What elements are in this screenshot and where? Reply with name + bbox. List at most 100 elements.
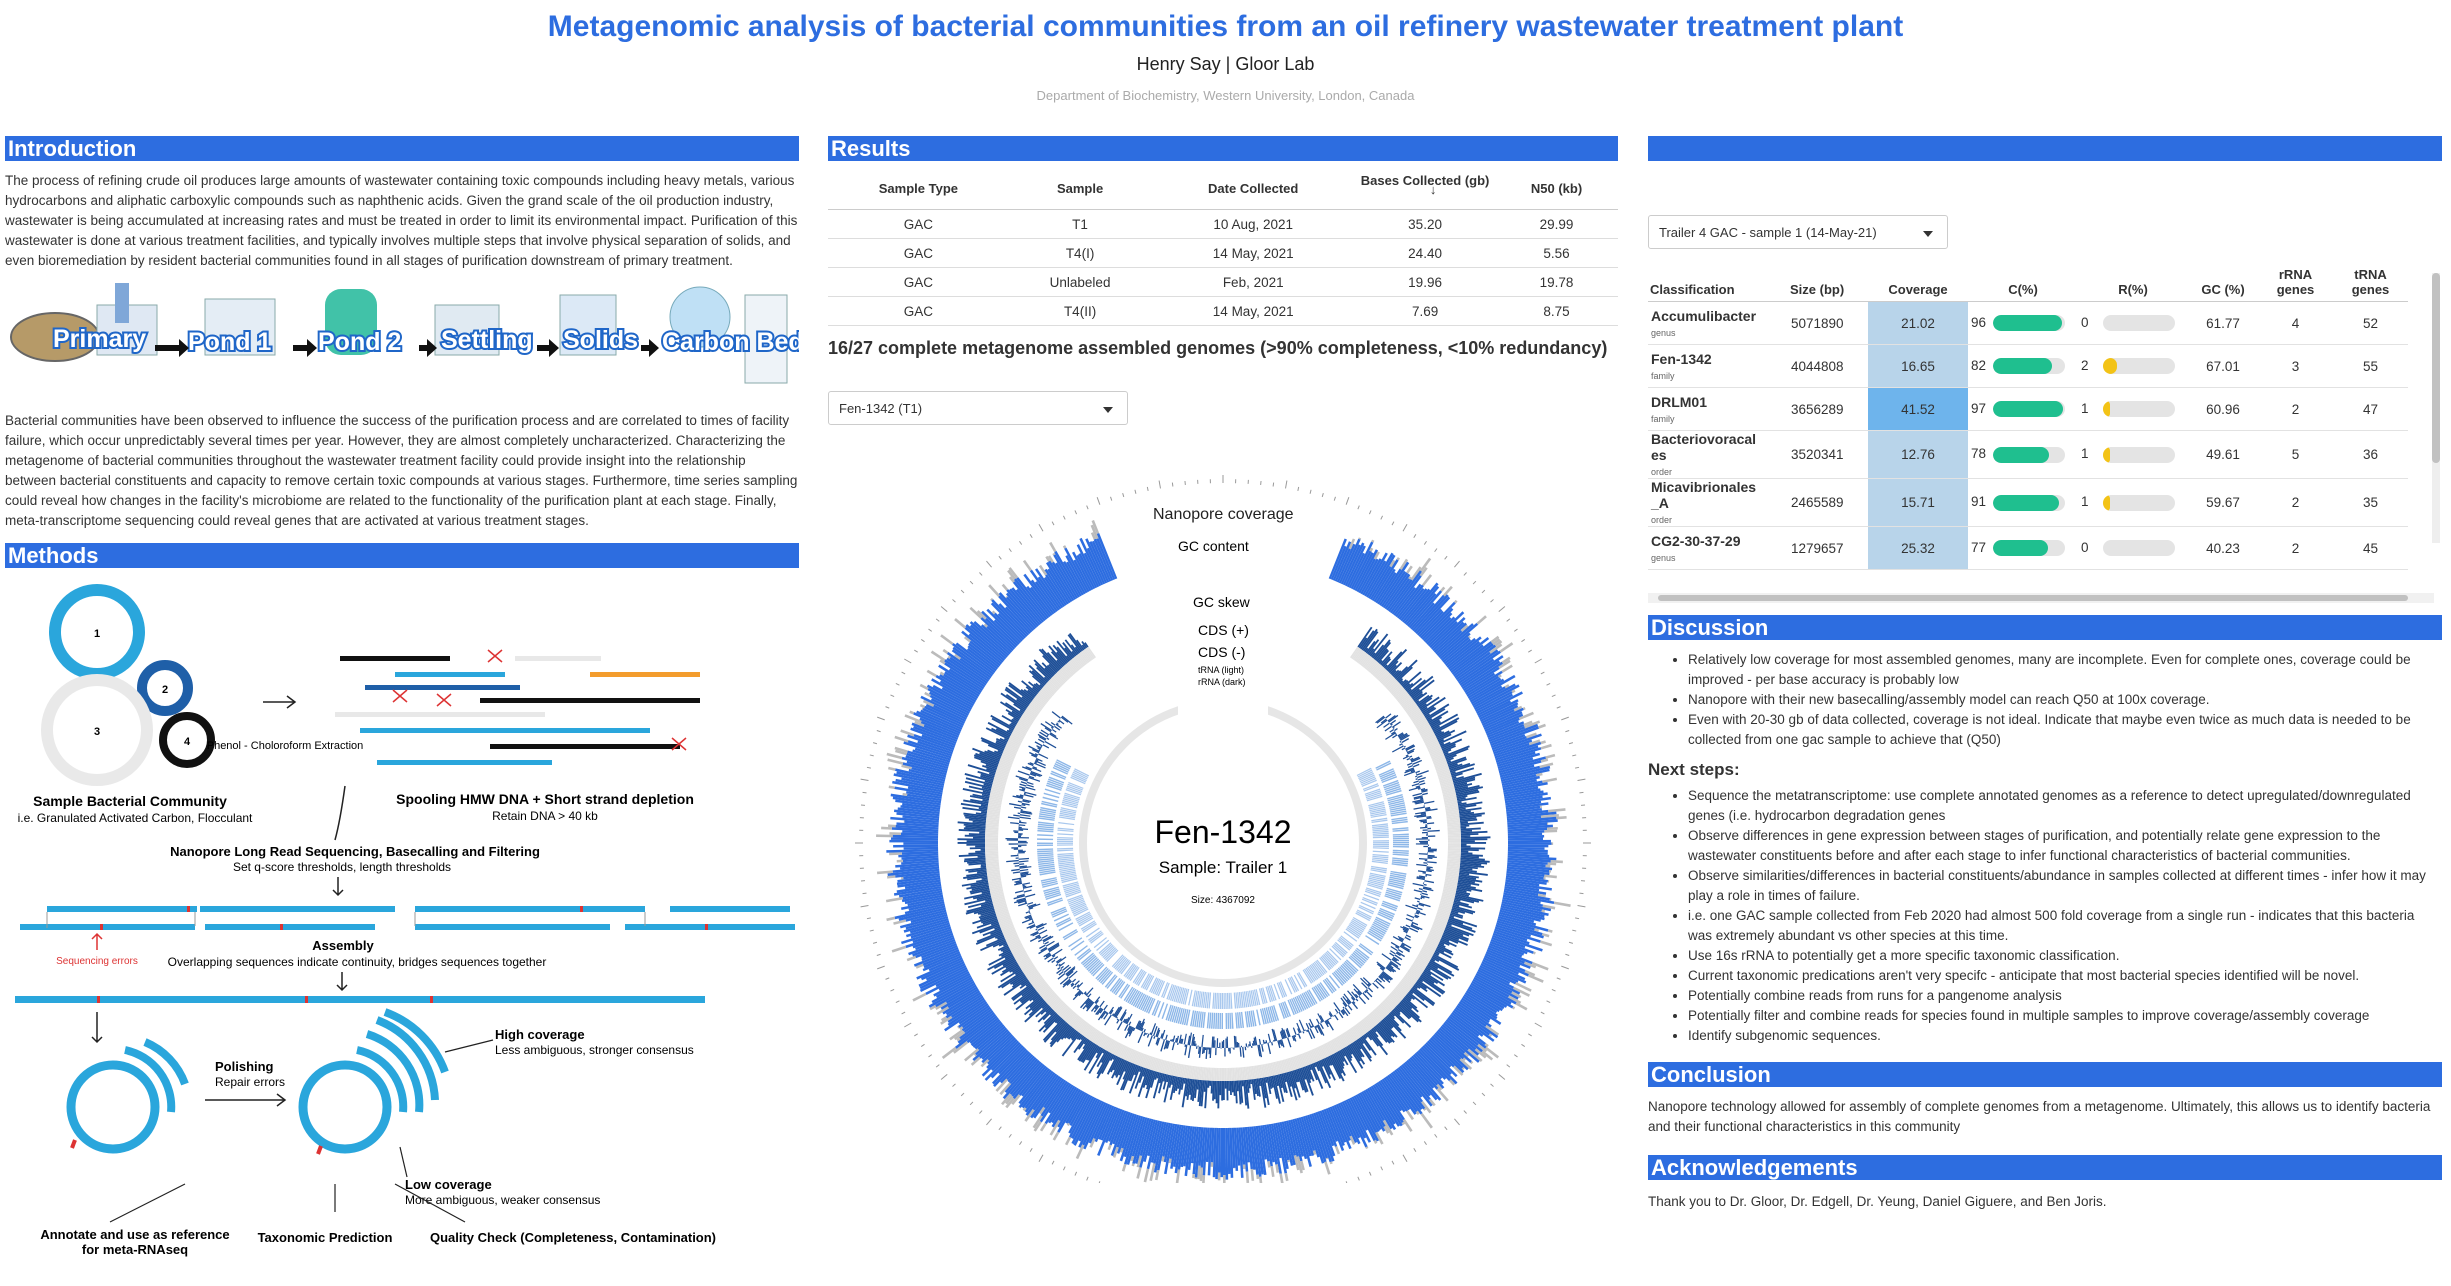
stage-pond1: Pond 1 — [188, 328, 271, 356]
col-sample[interactable]: Sample — [1008, 167, 1152, 210]
chevron-down-icon — [1103, 407, 1113, 413]
redundancy-bar — [2103, 315, 2175, 332]
redundancy-value: 0 — [2081, 539, 2089, 555]
table-row[interactable]: GAC T1 10 Aug, 2021 35.20 29.99 — [828, 209, 1618, 239]
list-item: Potentially combine reads from runs for … — [1688, 986, 2442, 1006]
table-row[interactable]: Bacteriovoracal es order 3520341 12.76 78 1 49.… — [1648, 430, 2408, 479]
genome-select[interactable]: Fen-1342 (T1) — [828, 391, 1128, 425]
classification-cell: CG2-30-37-29 genus — [1648, 526, 1788, 570]
list-item: Use 16s rRNA to potentially get a more s… — [1688, 946, 2442, 966]
stage-illustrations — [10, 283, 788, 384]
discussion-list: Relatively low coverage for most assembl… — [1648, 650, 2442, 750]
col-gc[interactable]: GC (%) — [2188, 263, 2258, 302]
table-row[interactable]: GAC T4(I) 14 May, 2021 24.40 5.56 — [828, 238, 1618, 268]
list-item: Current taxonomic predications aren't ve… — [1688, 966, 2442, 986]
cell: Feb, 2021 — [1151, 267, 1356, 297]
col-bases[interactable]: Bases Collected (gb) ↓ — [1355, 167, 1496, 210]
stage-labels: Primary Pond 1 Pond 2 Settling Solids Ca… — [51, 323, 799, 358]
horizontal-scrollbar[interactable] — [1648, 593, 2434, 603]
size-cell: 2465589 — [1788, 478, 1868, 527]
col-date[interactable]: Date Collected — [1151, 167, 1356, 210]
stage-pond2: Pond 2 — [318, 328, 401, 356]
trna-cell: 52 — [2333, 301, 2408, 345]
redundancy-value: 1 — [2081, 446, 2089, 462]
completeness-value: 91 — [1971, 494, 1987, 510]
taxon-name: Bacteriovoracal — [1651, 431, 1757, 447]
completeness-cell: 78 — [1968, 430, 2078, 479]
trna-cell: 45 — [2333, 526, 2408, 570]
genome-select-value: Fen-1342 (T1) — [839, 401, 923, 416]
annotate-label-2: for meta-RNAseq — [82, 1242, 188, 1257]
intro-paragraph-1: The process of refining crude oil produc… — [5, 173, 798, 268]
nanopore-sub: Set q-score thresholds, length threshold… — [233, 860, 451, 874]
table-row[interactable]: DRLM01 family 3656289 41.52 97 1 60.96 2 47 — [1648, 387, 2408, 431]
completeness-value: 97 — [1971, 400, 1987, 416]
assembly-label: Assembly — [312, 938, 374, 953]
gc-cell: 60.96 — [2188, 387, 2258, 431]
completeness-bar — [1993, 315, 2065, 332]
sample-select[interactable]: Trailer 4 GAC - sample 1 (14-May-21) — [1648, 215, 1948, 249]
right-column: Trailer 4 GAC - sample 1 (14-May-21) Cla… — [1648, 136, 2442, 1212]
stage-arrows — [155, 339, 659, 357]
track-trna: tRNA (light) — [1198, 665, 1244, 675]
acknowledgements-text: Thank you to Dr. Gloor, Dr. Edgell, Dr. … — [1648, 1194, 2107, 1209]
track-cds-minus: CDS (-) — [1198, 644, 1245, 660]
table-row[interactable]: GAC Unlabeled Feb, 2021 19.96 19.78 — [828, 267, 1618, 297]
genome-table-container: Classification Size (bp) Coverage C(%) R… — [1648, 263, 2442, 603]
col-redundancy[interactable]: R(%) — [2078, 263, 2188, 302]
cell: GAC — [828, 296, 1009, 326]
completeness-value: 82 — [1971, 357, 1987, 373]
redundancy-cell: 0 — [2078, 301, 2188, 345]
track-cds-plus: CDS (+) — [1198, 622, 1249, 638]
intro-paragraph-2: Bacterial communities have been observed… — [5, 413, 798, 528]
size-cell: 1279657 — [1788, 526, 1868, 570]
low-coverage-sub: More ambiguous, weaker consensus — [405, 1193, 600, 1207]
chevron-down-icon — [1923, 231, 1933, 237]
completeness-value: 77 — [1971, 539, 1987, 555]
coverage-cell: 25.32 — [1868, 526, 1968, 570]
cell: 29.99 — [1495, 209, 1618, 239]
col-classification[interactable]: Classification — [1648, 263, 1788, 302]
completeness-cell: 96 — [1968, 301, 2078, 345]
rrna-cell: 2 — [2258, 526, 2333, 570]
redundancy-bar — [2103, 358, 2175, 375]
next-steps-heading: Next steps: — [1648, 760, 1740, 779]
completeness-bar — [1993, 358, 2065, 375]
col-n50[interactable]: N50 (kb) — [1495, 167, 1618, 210]
table-row[interactable]: Micavibrionales _A order 2465589 15.71 91 1 59.… — [1648, 478, 2408, 527]
table-row[interactable]: Fen-1342 family 4044808 16.65 82 2 67.01 3 55 — [1648, 344, 2408, 388]
cell: 8.75 — [1495, 296, 1618, 326]
col-size[interactable]: Size (bp) — [1788, 263, 1868, 302]
coverage-cell: 41.52 — [1868, 387, 1968, 431]
introduction-heading: Introduction — [5, 136, 799, 161]
sort-arrow-icon[interactable]: ↓ — [1429, 182, 1437, 197]
samples-table-header: Sample Type Sample Date Collected Bases … — [828, 167, 1618, 210]
taxon-rank: family — [1651, 413, 1675, 424]
table-row[interactable]: CG2-30-37-29 genus 1279657 25.32 77 0 40.23 2 45 — [1648, 526, 2408, 570]
annotate-label: Annotate and use as reference — [40, 1227, 229, 1242]
polished-circle — [298, 1060, 392, 1154]
vertical-scrollbar[interactable] — [2432, 273, 2440, 543]
cell: 10 Aug, 2021 — [1151, 209, 1356, 239]
next-steps-list: Sequence the metatranscriptome: use comp… — [1648, 786, 2442, 1046]
table-row[interactable]: GAC T4(II) 14 May, 2021 7.69 8.75 — [828, 296, 1618, 326]
taxon-rank: genus — [1651, 327, 1676, 338]
col-coverage[interactable]: Coverage — [1868, 263, 1968, 302]
contig-circle — [66, 1060, 160, 1154]
table-row[interactable]: Accumulibacter genus 5071890 21.02 96 0 61.77 4… — [1648, 301, 2408, 345]
taxon-name: Fen-1342 — [1651, 350, 1712, 367]
coverage-cell: 15.71 — [1868, 478, 1968, 527]
sample-circle-1: 1 — [94, 628, 100, 640]
taxon-name-cont: _A — [1651, 495, 1669, 511]
authors: Henry Say | Gloor Lab — [1136, 54, 1315, 74]
col-sample-type[interactable]: Sample Type — [828, 167, 1009, 210]
classification-cell: Fen-1342 family — [1648, 344, 1788, 388]
circos-genome-plot: Nanopore coverage GC content GC skew CDS… — [855, 475, 1591, 1183]
coverage-cell: 21.02 — [1868, 301, 1968, 345]
col-trna[interactable]: tRNA genes — [2333, 263, 2408, 302]
stage-solids: Solids — [563, 326, 638, 354]
col-completeness[interactable]: C(%) — [1968, 263, 2078, 302]
size-cell: 3656289 — [1788, 387, 1868, 431]
col-rrna[interactable]: rRNA genes — [2258, 263, 2333, 302]
sequencing-errors-label: Sequencing errors — [56, 956, 138, 967]
